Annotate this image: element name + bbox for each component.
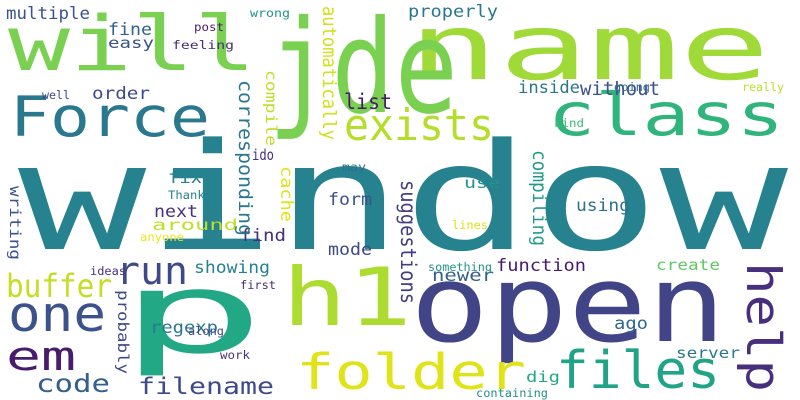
word-will: will (8, 0, 256, 88)
word-function: function (496, 256, 586, 276)
word-ago: ago (614, 314, 648, 334)
word-without: without (580, 78, 660, 100)
word-class: class (548, 80, 784, 149)
word-help: help (735, 262, 790, 392)
word-really: really (742, 80, 784, 94)
word-p: p (118, 249, 266, 379)
word-thanks: Thanks (168, 188, 212, 202)
word-fine: fine (108, 20, 152, 40)
word-fix: fix (168, 168, 202, 188)
word-something: something (428, 260, 492, 274)
word-first: first (240, 278, 276, 292)
word-automatically: automatically (318, 6, 340, 140)
word-filename: filename (138, 374, 274, 400)
word-wrong: wrong (250, 6, 290, 20)
word-going: going (614, 80, 650, 94)
word-order: order (92, 84, 150, 104)
word-window: window (18, 111, 788, 284)
word-post: post (194, 20, 224, 34)
word-name: name (408, 0, 770, 101)
word-find: find (240, 226, 286, 246)
word-regexp: regexp (150, 318, 218, 338)
word-open: open (410, 243, 726, 367)
word-ido: ido (252, 146, 274, 164)
word-folder: folder (296, 343, 526, 400)
word-list: list (344, 90, 392, 114)
word-next: next (154, 202, 198, 222)
word-along: along (188, 324, 224, 338)
word-dig: dig (526, 368, 560, 386)
word-jde: jde (268, 0, 458, 143)
word-properly: properly (408, 2, 498, 22)
word-create: create (656, 256, 720, 274)
word-well: well (42, 88, 70, 102)
word-h1: h1 (282, 251, 412, 344)
word-one: one (8, 285, 106, 343)
word-files: files (556, 341, 720, 400)
word-lines: lines (452, 218, 488, 232)
word-server: server (676, 344, 740, 362)
word-compiling: compiling (528, 150, 550, 246)
word-anyone: anyone (140, 230, 184, 244)
word-use: use (464, 174, 500, 192)
word-multiple: multiple (6, 4, 90, 24)
word-mode: mode (328, 240, 372, 260)
word-may: may (342, 160, 366, 174)
word-exists: exists (344, 100, 494, 151)
word-kind: kind (554, 116, 584, 130)
word-using: using (576, 196, 630, 216)
word-probably: probably (114, 290, 132, 374)
word-em: em (6, 334, 76, 380)
word-feeling: feeling (172, 38, 234, 52)
word-newer: newer (432, 266, 494, 286)
word-suggestions: suggestions (396, 180, 420, 304)
word-containing: containing (476, 386, 548, 400)
word-writing: writing (6, 186, 24, 260)
word-force: Force (10, 85, 210, 149)
word-cache: cache (276, 166, 296, 222)
word-compile: compile (262, 70, 280, 146)
word-run: run (116, 249, 188, 293)
word-easy: easy (108, 34, 154, 52)
word-ideas: ideas (90, 264, 126, 278)
word-work: work (220, 348, 250, 362)
word-inside: inside (518, 78, 580, 98)
word-showing: showing (194, 258, 270, 278)
word-form: form (328, 190, 372, 210)
word-buffer: buffer (6, 267, 112, 305)
word-around: around (152, 216, 238, 234)
word-code: code (36, 369, 110, 398)
